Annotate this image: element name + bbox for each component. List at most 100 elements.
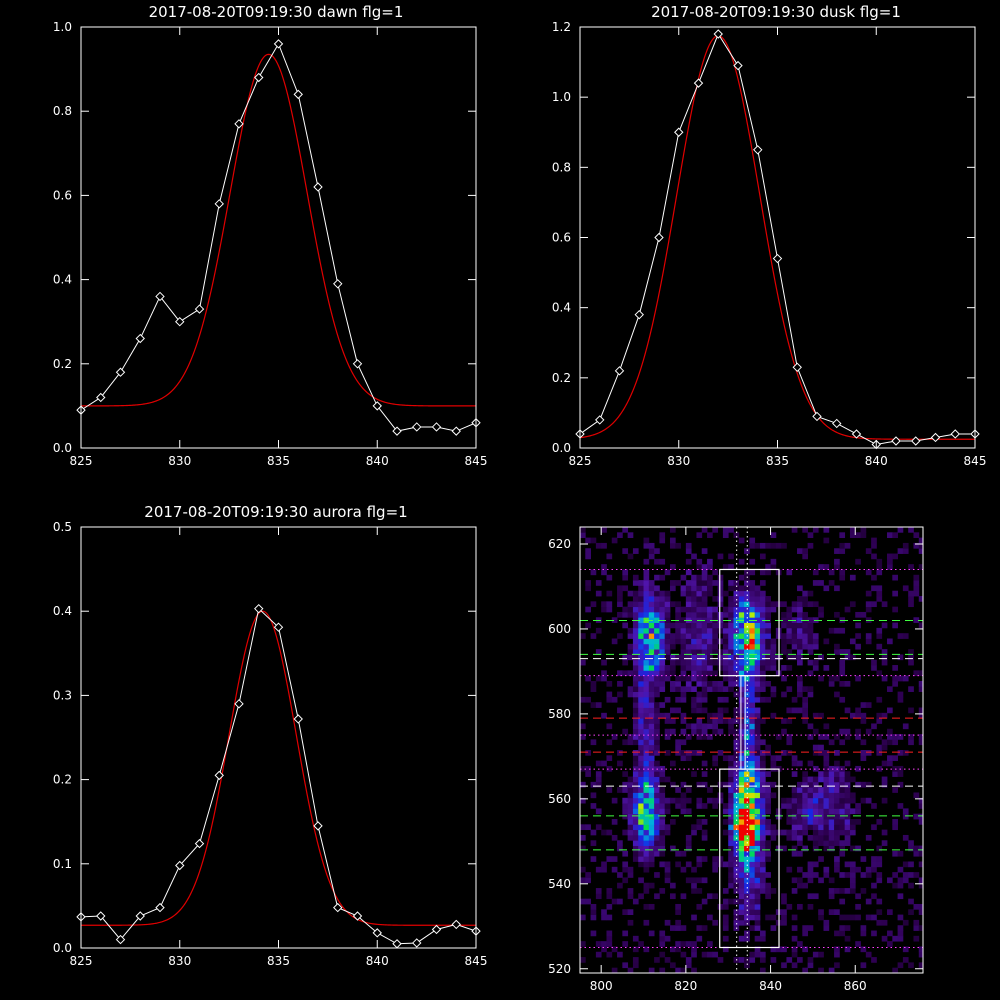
heatmap-cell — [654, 649, 660, 655]
heatmap-cell — [834, 813, 840, 820]
heatmap-cell — [818, 967, 824, 973]
heatmap-cell — [844, 707, 851, 714]
heatmap-cell — [654, 686, 660, 692]
heatmap-cell — [717, 686, 724, 692]
heatmap-cell — [722, 611, 729, 618]
heatmap-cell — [627, 686, 634, 692]
heatmap-cell — [860, 888, 867, 894]
heatmap-cell — [664, 957, 671, 963]
heatmap-cell — [728, 622, 734, 629]
heatmap-cell — [797, 606, 803, 613]
heatmap-cell — [770, 760, 777, 767]
heatmap-cell — [754, 829, 761, 836]
heatmap-cell — [664, 803, 671, 809]
heatmap-cell — [759, 882, 766, 889]
heatmap-cell — [786, 813, 793, 820]
heatmap-cell — [754, 840, 761, 846]
heatmap-cell — [632, 707, 639, 714]
heatmap-cell — [828, 580, 835, 586]
heatmap-cell — [876, 590, 883, 597]
heatmap-cell — [712, 643, 719, 650]
heatmap-cell — [632, 680, 639, 687]
heatmap-cell — [675, 861, 681, 868]
heatmap-cell — [654, 574, 660, 581]
heatmap-cell — [839, 542, 846, 549]
heatmap-cell — [722, 829, 729, 836]
heatmap-cell — [871, 537, 877, 544]
heatmap-cell — [754, 542, 761, 549]
heatmap-cell — [839, 872, 846, 878]
heatmap-cell — [860, 702, 867, 708]
heatmap-cell — [643, 633, 650, 639]
x-tick-label: 835 — [267, 954, 290, 968]
heatmap-cell — [696, 564, 703, 570]
x-tick-label: 825 — [70, 954, 93, 968]
heatmap-cell — [643, 888, 650, 894]
heatmap-cell — [691, 638, 697, 645]
heatmap-cell — [849, 712, 856, 719]
heatmap-cell — [701, 898, 708, 905]
heatmap-cell — [648, 744, 655, 751]
heatmap-cell — [638, 760, 644, 767]
heatmap-cell — [902, 750, 909, 756]
heatmap-cell — [701, 601, 708, 608]
x-tick-label: 860 — [844, 979, 867, 993]
heatmap-cell — [712, 611, 719, 618]
heatmap-cell — [696, 728, 703, 735]
heatmap-cell — [844, 771, 851, 777]
heatmap-cell — [580, 898, 586, 905]
heatmap-cell — [887, 532, 893, 539]
heatmap-cell — [807, 925, 814, 931]
heatmap-cell — [643, 659, 650, 666]
heatmap-cell — [759, 792, 766, 799]
heatmap-cell — [680, 686, 687, 692]
heatmap-cell — [717, 792, 724, 799]
heatmap-cell — [834, 930, 840, 937]
heatmap-cell — [738, 622, 745, 629]
heatmap-cell — [834, 643, 840, 650]
heatmap-cell — [733, 532, 740, 539]
heatmap-cell — [648, 718, 655, 724]
heatmap-cell — [696, 877, 703, 884]
heatmap-cell — [738, 654, 745, 661]
heatmap-cell — [728, 792, 734, 799]
data-point — [412, 422, 422, 432]
heatmap-cell — [617, 680, 623, 687]
heatmap-cell — [754, 643, 761, 650]
heatmap-cell — [707, 723, 713, 730]
heatmap-cell — [728, 686, 734, 692]
heatmap-cell — [828, 808, 835, 815]
heatmap-cell — [754, 946, 761, 953]
heatmap-cell — [765, 824, 771, 831]
heatmap-cell — [643, 919, 650, 926]
heatmap-cell — [749, 606, 756, 613]
heatmap-cell — [860, 962, 867, 969]
heatmap-cell — [707, 606, 713, 613]
heatmap-cell — [918, 903, 923, 910]
heatmap-cell — [749, 686, 756, 692]
heatmap-cell — [728, 585, 734, 592]
heatmap-cell — [754, 659, 761, 666]
heatmap-cell — [881, 712, 888, 719]
heatmap-cell — [685, 840, 692, 846]
heatmap-cell — [908, 734, 914, 740]
heatmap-cell — [812, 787, 819, 793]
heatmap-cell — [643, 712, 650, 719]
heatmap-cell — [892, 553, 898, 560]
heatmap-cell — [654, 739, 660, 746]
heatmap-cell — [685, 649, 692, 655]
heatmap-cell — [855, 734, 861, 740]
heatmap-cell — [622, 930, 629, 937]
heatmap-cell — [632, 702, 639, 708]
heatmap-cell — [707, 734, 713, 740]
heatmap-cell — [691, 686, 697, 692]
heatmap-cell — [738, 850, 745, 857]
heatmap-cell — [791, 951, 798, 958]
heatmap-cell — [585, 872, 591, 878]
heatmap-cell — [738, 696, 745, 703]
heatmap-cell — [590, 803, 597, 809]
heatmap-cell — [770, 665, 777, 671]
heatmap-cell — [855, 728, 861, 735]
heatmap-cell — [617, 532, 623, 539]
heatmap-cell — [839, 787, 846, 793]
